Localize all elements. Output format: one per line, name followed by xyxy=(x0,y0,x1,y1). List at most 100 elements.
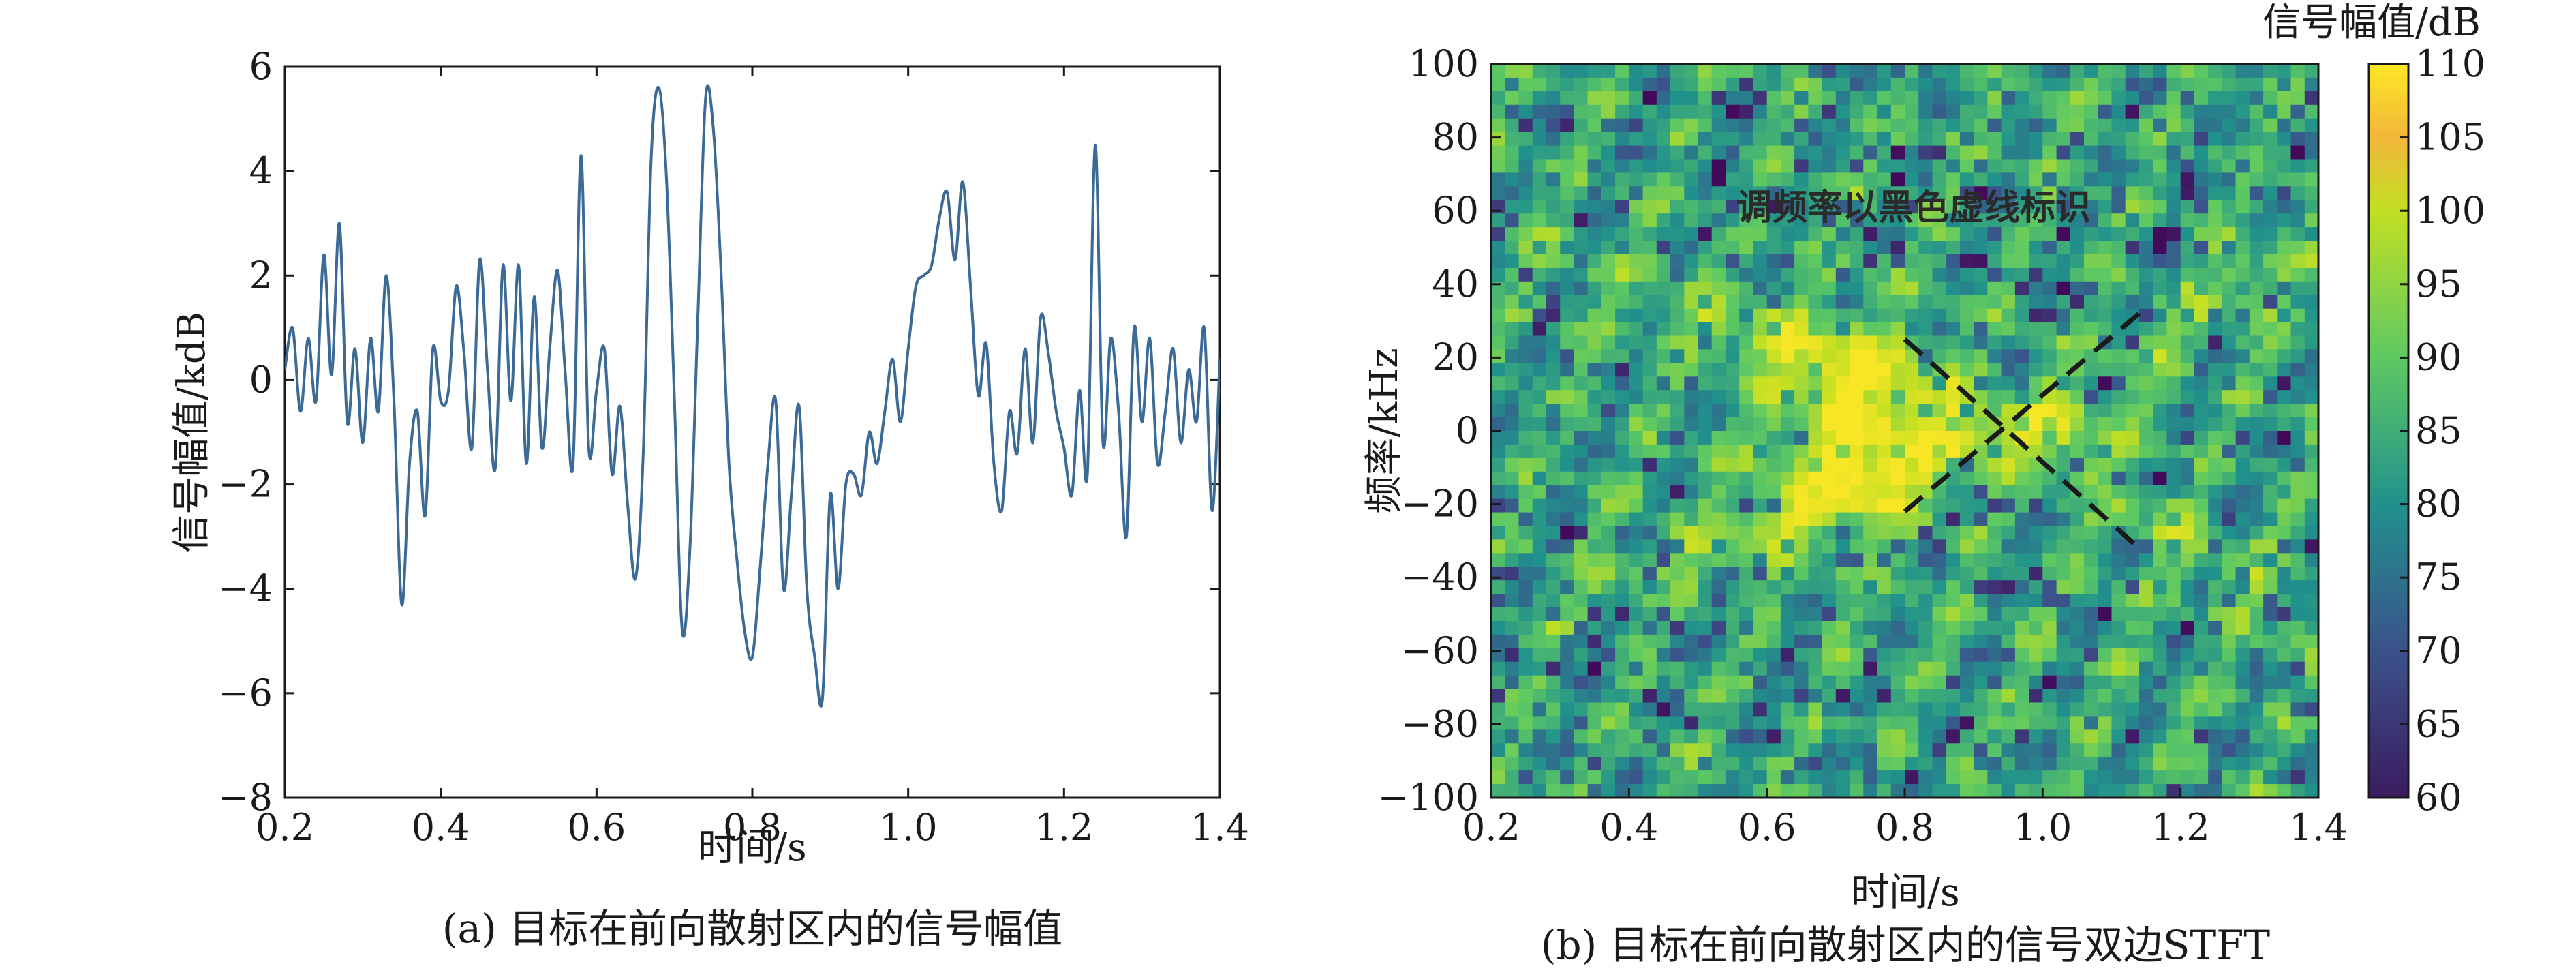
heatmap-cell xyxy=(1670,457,1685,472)
heatmap-cell xyxy=(2153,485,2168,500)
heatmap-cell xyxy=(2222,661,2237,676)
heatmap-cell xyxy=(1546,580,1561,595)
heatmap-cell xyxy=(1863,661,1878,676)
heatmap-cell xyxy=(2290,553,2305,568)
heatmap-cell xyxy=(2029,553,2044,568)
heatmap-cell xyxy=(2125,241,2140,255)
heatmap-cell xyxy=(1753,567,1768,582)
heatmap-cell xyxy=(2153,634,2168,649)
heatmap-cell xyxy=(1918,702,1933,717)
heatmap-cell xyxy=(1974,634,1989,649)
heatmap-cell xyxy=(1822,308,1837,323)
heatmap-cell xyxy=(2166,64,2181,78)
heatmap-cell xyxy=(2084,729,2099,744)
heatmap-cell xyxy=(1850,716,1865,731)
heatmap-cell xyxy=(1698,267,1713,282)
heatmap-cell xyxy=(2180,349,2195,364)
heatmap-cell xyxy=(1670,227,1685,241)
heatmap-cell xyxy=(1601,159,1616,174)
heatmap-cell xyxy=(1794,186,1809,201)
heatmap-cell xyxy=(2029,376,2044,391)
heatmap-cell xyxy=(1629,267,1644,282)
heatmap-cell xyxy=(2290,118,2305,133)
heatmap-cell xyxy=(2029,770,2044,785)
heatmap-cell xyxy=(2166,77,2181,92)
heatmap-cell xyxy=(1905,376,1920,391)
heatmap-cell xyxy=(1629,444,1644,459)
heatmap-cell xyxy=(1877,241,1892,255)
heatmap-cell xyxy=(1726,390,1741,405)
heatmap-cell xyxy=(1698,539,1713,554)
heatmap-cell xyxy=(1518,64,1533,78)
heatmap-cell xyxy=(2014,757,2030,772)
heatmap-cell xyxy=(1711,213,1726,228)
heatmap-cell xyxy=(1505,322,1520,337)
heatmap-cell xyxy=(2098,743,2113,758)
heatmap-cell xyxy=(1670,661,1685,676)
heatmap-cell xyxy=(1766,431,1781,445)
heatmap-cell xyxy=(1615,553,1630,568)
heatmap-cell xyxy=(1491,104,1506,119)
heatmap-cell xyxy=(2084,91,2099,106)
heatmap-cell xyxy=(2139,213,2154,228)
heatmap-cell xyxy=(2304,485,2318,500)
heatmap-cell xyxy=(1877,661,1892,676)
heatmap-cell xyxy=(1918,621,1933,635)
heatmap-cell xyxy=(1684,213,1699,228)
heatmap-cell xyxy=(1794,757,1809,772)
heatmap-cell xyxy=(1822,172,1837,187)
heatmap-cell xyxy=(2208,241,2223,255)
heatmap-cell xyxy=(1835,634,1850,649)
heatmap-cell xyxy=(1794,104,1809,119)
heatmap-cell xyxy=(1532,118,1547,133)
heatmap-cell xyxy=(1918,770,1933,785)
heatmap-cell xyxy=(1656,349,1671,364)
heatmap-cell xyxy=(2180,675,2195,690)
heatmap-cell xyxy=(1505,200,1520,215)
heatmap-cell xyxy=(2125,295,2140,310)
heatmap-cell xyxy=(1739,281,1754,296)
heatmap-cell xyxy=(1835,431,1850,445)
heatmap-cell xyxy=(2222,281,2237,296)
heatmap-cell xyxy=(2249,580,2264,595)
heatmap-cell xyxy=(1905,607,1920,622)
heatmap-cell xyxy=(2263,689,2278,704)
heatmap-cell xyxy=(1987,376,2002,391)
heatmap-cell xyxy=(1739,91,1754,106)
heatmap-cell xyxy=(2263,335,2278,350)
heatmap-cell xyxy=(2070,594,2085,608)
heatmap-cell xyxy=(1670,363,1685,378)
heatmap-cell xyxy=(1698,675,1713,690)
heatmap-cell xyxy=(2042,580,2057,595)
heatmap-cell xyxy=(1877,580,1892,595)
heatmap-cell xyxy=(2056,594,2071,608)
heatmap-cell xyxy=(1601,716,1616,731)
heatmap-cell xyxy=(2125,431,2140,445)
heatmap-cell xyxy=(1518,594,1533,608)
heatmap-cell xyxy=(1932,594,1947,608)
heatmap-cell xyxy=(1629,431,1644,445)
heatmap-cell xyxy=(1491,444,1506,459)
heatmap-cell xyxy=(2263,64,2278,78)
heatmap-cell xyxy=(1863,743,1878,758)
heatmap-cell xyxy=(1601,431,1616,445)
heatmap-cell xyxy=(2166,743,2181,758)
heatmap-cell xyxy=(1698,648,1713,663)
heatmap-cell xyxy=(1780,770,1796,785)
heatmap-cell xyxy=(1959,567,1975,582)
heatmap-cell xyxy=(2235,580,2250,595)
heatmap-cell xyxy=(1711,335,1726,350)
heatmap-cell xyxy=(2029,308,2044,323)
heatmap-cell xyxy=(1601,648,1616,663)
heatmap-cell xyxy=(1629,200,1644,215)
heatmap-cell xyxy=(1518,689,1533,704)
heatmap-cell xyxy=(2084,526,2099,541)
heatmap-cell xyxy=(1587,498,1602,513)
heatmap-cell xyxy=(2208,784,2223,798)
heatmap-cell xyxy=(1808,349,1823,364)
heatmap-cell xyxy=(2153,526,2168,541)
heatmap-cell xyxy=(2166,702,2181,717)
heatmap-cell xyxy=(2056,431,2071,445)
heatmap-cell xyxy=(1877,227,1892,241)
heatmap-cell xyxy=(1684,757,1699,772)
